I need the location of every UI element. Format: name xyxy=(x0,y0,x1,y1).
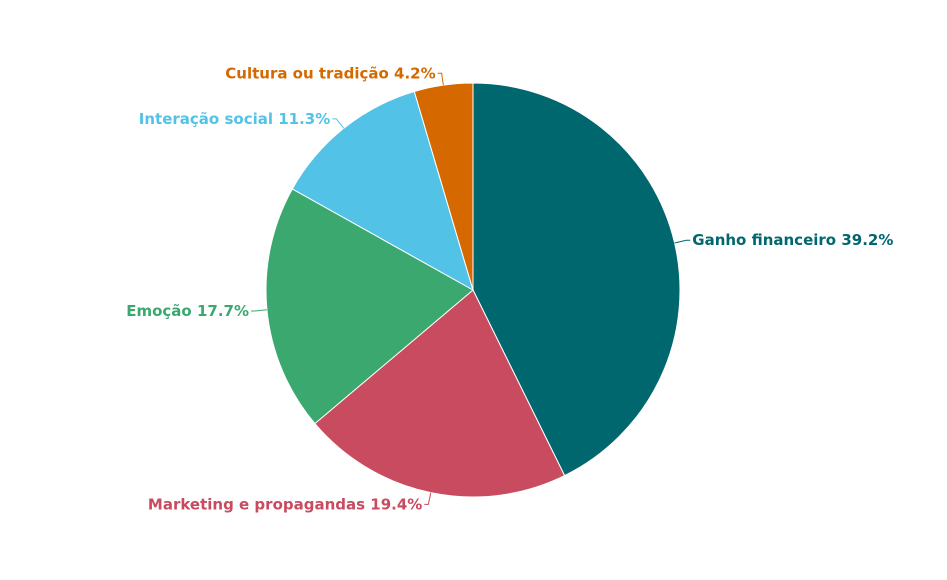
leader-line xyxy=(437,72,444,86)
slice-label: Cultura ou tradição 4.2% xyxy=(225,64,435,82)
pie-slice xyxy=(413,82,474,291)
pie-slice xyxy=(265,188,474,425)
category-label: Interação social xyxy=(139,109,273,127)
pie-slice xyxy=(291,90,474,292)
category-label: Marketing e propagandas xyxy=(148,495,365,513)
value-label: 39.2% xyxy=(841,231,893,249)
leader-line xyxy=(424,492,432,505)
pie-slice xyxy=(472,82,681,477)
category-label: Ganho financeiro xyxy=(692,231,836,249)
slice-label: Interação social 11.3% xyxy=(139,109,330,127)
value-label: 4.2% xyxy=(394,64,436,82)
leader-line xyxy=(332,118,345,129)
value-label: 19.4% xyxy=(370,495,422,513)
slice-label: Emoção 17.7% xyxy=(126,301,249,319)
slice-label: Ganho financeiro 39.2% xyxy=(692,231,893,249)
category-label: Cultura ou tradição xyxy=(225,64,389,82)
leader-line xyxy=(251,309,267,312)
value-label: 17.7% xyxy=(197,301,249,319)
pie-slice xyxy=(314,289,566,498)
value-label: 11.3% xyxy=(278,109,330,127)
category-label: Emoção xyxy=(126,301,192,319)
slice-label: Marketing e propagandas 19.4% xyxy=(148,495,422,513)
leader-line xyxy=(674,239,691,244)
